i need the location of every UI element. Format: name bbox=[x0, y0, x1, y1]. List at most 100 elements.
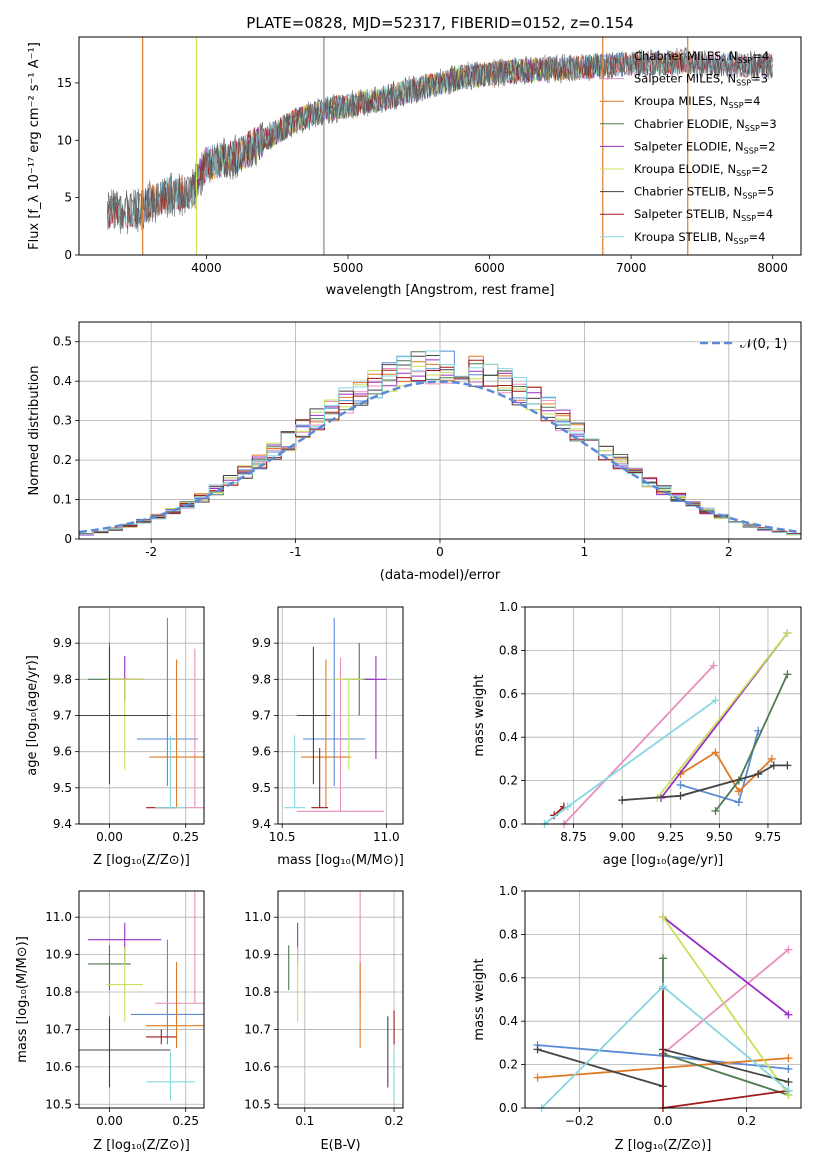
age-vs-metallicity-panel: 0.00 0.25 9.4 9.5 9.6 9.7 9.8 9.9 Z [log₁₀(Z/Z⊙)… bbox=[25, 606, 205, 868]
residuals-ytick-label: 0.1 bbox=[53, 493, 72, 507]
residuals-ytick-label: 0.5 bbox=[53, 335, 72, 349]
age-mass-xtick-label: 10.5 bbox=[269, 830, 296, 844]
residuals-plot-area bbox=[79, 350, 801, 538]
legend-entry-subscript: SSP bbox=[736, 169, 751, 178]
weight-series-line bbox=[543, 699, 717, 825]
weight-z-ytick-label: 0.2 bbox=[499, 1058, 518, 1072]
legend-entry-text: Kroupa STELIB, N bbox=[634, 230, 734, 244]
legend-entry-label: Kroupa ELODIE, NSSP=2 bbox=[634, 162, 768, 178]
legend-entry-label: Chabrier MILES, NSSP=4 bbox=[634, 49, 769, 65]
mass-ebv-xtick-label: 0.2 bbox=[385, 1114, 404, 1128]
age-z-ytick-label: 9.6 bbox=[53, 745, 72, 759]
legend-entry-text: Kroupa ELODIE, N bbox=[634, 162, 736, 176]
residuals-xtick-label: 0 bbox=[436, 545, 444, 559]
age-mass-ytick-label: 9.7 bbox=[252, 709, 271, 723]
weight-z-ytick-label: 0.8 bbox=[499, 927, 518, 941]
weight-series-line bbox=[662, 948, 790, 1055]
age-z-frame bbox=[78, 606, 205, 825]
legend-entry-count: 2 bbox=[761, 162, 768, 176]
age-z-ylabel: age [log₁₀(age/yr)] bbox=[25, 655, 40, 776]
mass-z-ytick-label: 10.7 bbox=[45, 1022, 72, 1036]
age-mass-plot-area bbox=[284, 617, 387, 812]
legend-entry-text: Salpeter STELIB, N bbox=[634, 207, 741, 221]
weight-age-plot-area bbox=[540, 629, 792, 828]
residuals-xtick-label: -1 bbox=[290, 545, 302, 559]
spectrum-frame bbox=[78, 36, 802, 256]
legend-entry-equals: = bbox=[760, 117, 770, 131]
age-z-xlabel: Z [log₁₀(Z/Z⊙)] bbox=[93, 853, 190, 868]
mass-ebv-ytick-label: 10.7 bbox=[244, 1022, 271, 1036]
legend-entry-text: Chabrier STELIB, N bbox=[634, 185, 742, 199]
weight-age-ylabel: mass weight bbox=[472, 674, 487, 756]
figure-title: PLATE=0828, MJD=52317, FIBERID=0152, z=0… bbox=[246, 14, 633, 32]
residuals-ylabel: Normed distribution bbox=[27, 366, 42, 496]
residuals-ytick-label: 0.3 bbox=[53, 414, 72, 428]
mass-vs-extinction-panel: 0.1 0.2 10.5 10.6 10.7 10.8 10.9 11.0 E(B-V) bbox=[244, 890, 404, 1153]
legend-entry-subscript: SSP bbox=[745, 124, 760, 133]
residual-histogram-step bbox=[79, 350, 801, 537]
legend-entry-label: Salpeter ELODIE, NSSP=2 bbox=[634, 139, 776, 155]
age-mass-ytick-label: 9.9 bbox=[252, 636, 271, 650]
spectrum-xtick-label: 8000 bbox=[757, 261, 788, 275]
spectrum-plot-area bbox=[106, 37, 773, 255]
mass-z-xlabel: Z [log₁₀(Z/Z⊙)] bbox=[93, 1138, 190, 1153]
weight-series-line bbox=[656, 632, 789, 799]
legend-entry-text: Chabrier MILES, N bbox=[634, 49, 737, 63]
weight-series-line bbox=[622, 764, 788, 801]
mass-ebv-ytick-label: 11.0 bbox=[244, 910, 271, 924]
spectrum-ylabel: Flux [f_λ 10⁻¹⁷ erg cm⁻² s⁻¹ A⁻¹] bbox=[27, 42, 42, 250]
legend-entry-equals: = bbox=[751, 72, 761, 86]
weight-z-xtick-label: 0.2 bbox=[737, 1114, 756, 1128]
mass-z-frame bbox=[78, 890, 205, 1109]
age-mass-xlabel: mass [log₁₀(M/M⊙)] bbox=[277, 853, 404, 868]
age-z-xtick-label: 0.25 bbox=[172, 830, 199, 844]
mass-ebv-frame bbox=[277, 890, 404, 1109]
spectrum-ytick-label: 10 bbox=[57, 133, 72, 147]
mass-z-ytick-label: 11.0 bbox=[45, 910, 72, 924]
legend-entry-equals: = bbox=[751, 162, 761, 176]
spectrum-xtick-label: 6000 bbox=[474, 261, 505, 275]
weight-age-xtick-label: 8.75 bbox=[560, 830, 587, 844]
weight-age-xtick-label: 9.25 bbox=[657, 830, 684, 844]
residuals-frame bbox=[78, 321, 802, 540]
mass-z-ytick-label: 10.8 bbox=[45, 985, 72, 999]
spectrum-xlabel: wavelength [Angstrom, rest frame] bbox=[326, 283, 555, 298]
legend-entry-count: 4 bbox=[753, 94, 760, 108]
legend-entry-label: Salpeter MILES, NSSP=3 bbox=[634, 72, 768, 88]
legend-entry-subscript: SSP bbox=[742, 192, 757, 201]
legend-entry-equals: = bbox=[759, 139, 769, 153]
age-mass-ytick-label: 9.6 bbox=[252, 745, 271, 759]
residuals-xlabel: (data-model)/error bbox=[380, 568, 501, 583]
spectrum-xtick-label: 5000 bbox=[333, 261, 364, 275]
age-z-ytick-label: 9.7 bbox=[53, 709, 72, 723]
mass-ebv-plot-area bbox=[288, 891, 395, 1101]
weight-vs-age-panel: 8.75 9.00 9.25 9.50 9.75 0.0 0.2 0.4 0.6 0.8 1.0 ag… bbox=[472, 600, 802, 868]
weight-age-ytick-label: 0.4 bbox=[499, 730, 518, 744]
weight-series-line bbox=[563, 664, 715, 825]
weight-vs-metallicity-panel: −0.2 0.0 0.2 0.0 0.2 0.4 0.6 0.8 1.0 Z [log₁₀(Z/Z… bbox=[472, 884, 802, 1153]
weight-age-xtick-label: 9.75 bbox=[755, 830, 782, 844]
legend-entry-count: 4 bbox=[758, 230, 765, 244]
mass-z-plot-area bbox=[79, 891, 204, 1101]
legend-entry-count: 5 bbox=[767, 185, 774, 199]
age-mass-ytick-label: 9.4 bbox=[252, 817, 271, 831]
legend-entry-label: Kroupa STELIB, NSSP=4 bbox=[634, 230, 766, 246]
residuals-xtick-label: 2 bbox=[725, 545, 733, 559]
spectrum-panel: 4000 5000 6000 7000 8000 0 5 10 15 wavelength [An… bbox=[27, 36, 802, 298]
spectrum-observed-line bbox=[107, 47, 773, 235]
mass-ebv-ytick-label: 10.6 bbox=[244, 1060, 271, 1074]
weight-z-frame bbox=[524, 890, 802, 1109]
mass-ebv-xlabel: E(B-V) bbox=[320, 1138, 360, 1153]
weight-z-ytick-label: 0.0 bbox=[499, 1101, 518, 1115]
weight-z-ytick-label: 0.4 bbox=[499, 1014, 518, 1028]
weight-series-line bbox=[662, 916, 790, 1016]
mass-z-ytick-label: 10.9 bbox=[45, 948, 72, 962]
legend-entry-label: Kroupa MILES, NSSP=4 bbox=[634, 94, 761, 110]
spectrum-ytick-label: 15 bbox=[57, 76, 72, 90]
weight-z-ytick-label: 1.0 bbox=[499, 884, 518, 898]
residuals-ytick-label: 0.2 bbox=[53, 453, 72, 467]
age-mass-ytick-label: 9.5 bbox=[252, 781, 271, 795]
weight-z-xlabel: Z [log₁₀(Z/Z⊙)] bbox=[615, 1138, 712, 1153]
age-vs-mass-panel: 10.5 11.0 9.4 9.5 9.6 9.7 9.8 9.9 mass [log₁₀(M/… bbox=[252, 606, 404, 868]
mass-z-xtick-label: 0.25 bbox=[172, 1114, 199, 1128]
